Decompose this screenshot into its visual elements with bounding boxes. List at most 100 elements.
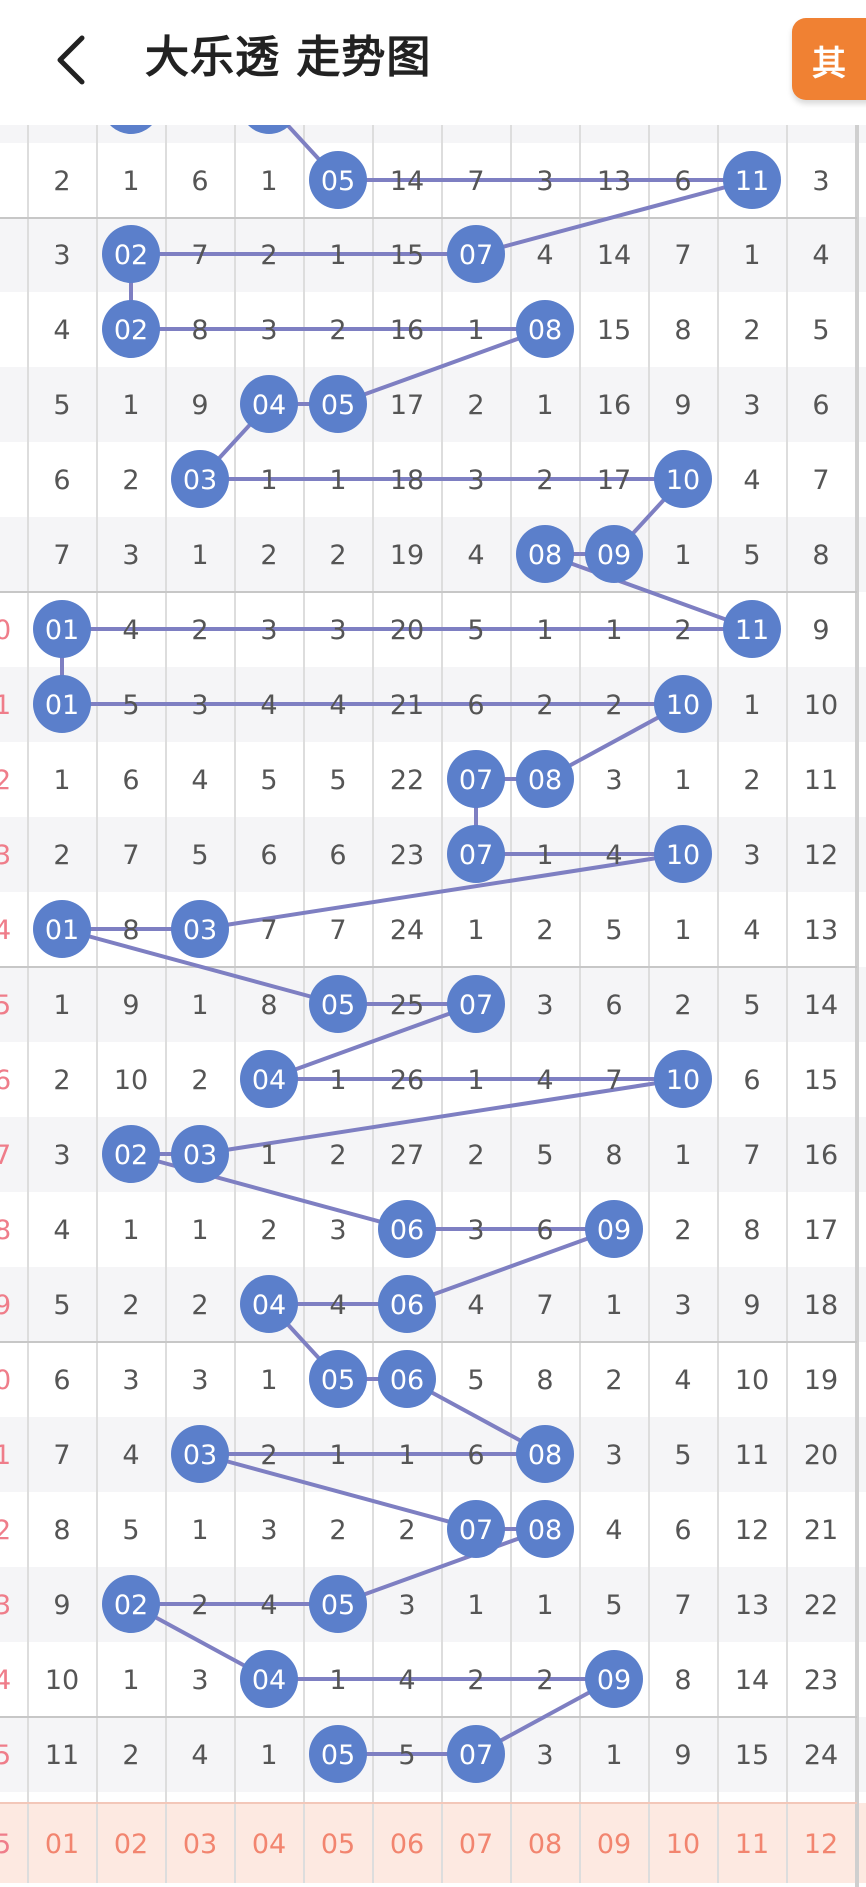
trend-row: 2 1 6 1 05 14 7 3 13 6 11 3: [53, 151, 830, 209]
miss-count: 3: [812, 166, 829, 197]
miss-count: 1: [605, 1290, 622, 1321]
miss-count: 19: [804, 1365, 838, 1396]
miss-count: 6: [674, 166, 691, 197]
miss-count: 2: [260, 1215, 277, 1246]
miss-count: 5: [605, 915, 622, 946]
miss-count: 5: [536, 1140, 553, 1171]
ball-number: 05: [321, 166, 355, 197]
ball-number: 03: [183, 1140, 217, 1171]
issue-suffix: 8: [0, 1215, 11, 1246]
miss-count: 4: [53, 315, 70, 346]
miss-count: 1: [191, 990, 208, 1021]
miss-count: 1: [536, 390, 553, 421]
miss-count: 7: [191, 240, 208, 271]
ball-number: 08: [528, 315, 562, 346]
miss-count: 13: [735, 1590, 769, 1621]
miss-count: 3: [536, 990, 553, 1021]
trend-row: 01 5 3 4 4 21 6 2 2 10 1 10: [33, 675, 838, 733]
issue-suffix: 1: [0, 690, 11, 721]
number-ball: [309, 375, 367, 433]
issue-suffix: 1: [0, 1440, 11, 1471]
ball-number: 10: [666, 1065, 700, 1096]
miss-count: 4: [260, 690, 277, 721]
trend-row: 4 02 8 3 2 16 1 08 15 8 2 5: [53, 300, 830, 358]
miss-count: 2: [191, 1290, 208, 1321]
miss-count: 7: [467, 166, 484, 197]
miss-count: 3: [329, 615, 346, 646]
ball-number: 03: [183, 1440, 217, 1471]
miss-count: 4: [329, 1290, 346, 1321]
miss-count: 9: [53, 1590, 70, 1621]
miss-count: 6: [260, 840, 277, 871]
row-background: [0, 742, 866, 817]
miss-count: 4: [467, 1290, 484, 1321]
miss-count: 2: [398, 1515, 415, 1546]
miss-count: 7: [122, 840, 139, 871]
miss-count: 4: [191, 765, 208, 796]
miss-count: 2: [536, 1665, 553, 1696]
miss-count: 5: [191, 840, 208, 871]
miss-count: 3: [329, 1215, 346, 1246]
number-ball: [33, 675, 91, 733]
number-ball: [447, 1500, 505, 1558]
miss-count: 1: [674, 1140, 691, 1171]
miss-count: 2: [467, 1140, 484, 1171]
ball-number: 05: [321, 1590, 355, 1621]
number-ball: [378, 1200, 436, 1258]
trend-row: 5 1 9 04 05 17 2 1 16 9 3 6: [53, 375, 830, 433]
issue-suffix: 2: [0, 765, 11, 796]
miss-count: 1: [329, 240, 346, 271]
miss-count: 17: [390, 390, 424, 421]
miss-count: 3: [260, 315, 277, 346]
miss-count: 8: [743, 1215, 760, 1246]
miss-count: 1: [260, 1140, 277, 1171]
miss-count: 8: [122, 915, 139, 946]
number-ball: [171, 900, 229, 958]
miss-count: 1: [329, 465, 346, 496]
miss-count: 9: [191, 390, 208, 421]
number-ball: [378, 1350, 436, 1408]
miss-count: 3: [605, 765, 622, 796]
footer-number: 04: [252, 1829, 286, 1860]
miss-count: 2: [260, 1440, 277, 1471]
miss-count: 19: [390, 540, 424, 571]
miss-count: 7: [536, 1290, 553, 1321]
miss-count: 6: [191, 166, 208, 197]
miss-count: 2: [329, 1140, 346, 1171]
miss-count: 3: [53, 240, 70, 271]
issue-suffix: 7: [0, 1140, 11, 1171]
miss-count: 5: [605, 1590, 622, 1621]
trend-row: 01 8 03 7 7 24 1 2 5 1 4 13: [33, 900, 838, 958]
miss-count: 2: [260, 540, 277, 571]
issue-suffix: 0: [0, 615, 11, 646]
back-button[interactable]: [52, 30, 92, 90]
miss-count: 8: [260, 990, 277, 1021]
miss-count: 3: [191, 1365, 208, 1396]
miss-count: 2: [605, 690, 622, 721]
miss-count: 8: [53, 1515, 70, 1546]
miss-count: 20: [390, 615, 424, 646]
number-ball: [378, 1275, 436, 1333]
ball-number: 03: [183, 465, 217, 496]
miss-count: 8: [674, 315, 691, 346]
ball-number: 07: [459, 1740, 493, 1771]
miss-count: 5: [329, 765, 346, 796]
trend-row: 5 2 2 04 4 06 4 7 1 3 9 18: [53, 1275, 838, 1333]
trend-line: [60, 103, 754, 1756]
miss-count: 4: [53, 1215, 70, 1246]
miss-count: 8: [536, 1365, 553, 1396]
footer-number: 01: [45, 1829, 79, 1860]
miss-count: 1: [674, 915, 691, 946]
miss-count: 12: [804, 840, 838, 871]
trend-row: 6 2 03 1 1 18 3 2 17 10 4 7: [53, 450, 830, 508]
chevron-left-icon: [57, 35, 85, 85]
trend-row: 9 02 2 4 05 3 1 1 5 7 13 22: [53, 1575, 838, 1633]
miss-count: 2: [743, 315, 760, 346]
miss-count: 6: [122, 765, 139, 796]
miss-count: 2: [53, 166, 70, 197]
miss-count: 16: [597, 390, 631, 421]
miss-count: 1: [536, 1590, 553, 1621]
miss-count: 9: [122, 990, 139, 1021]
corner-action-button[interactable]: 其: [792, 18, 866, 100]
number-ball: [309, 1350, 367, 1408]
